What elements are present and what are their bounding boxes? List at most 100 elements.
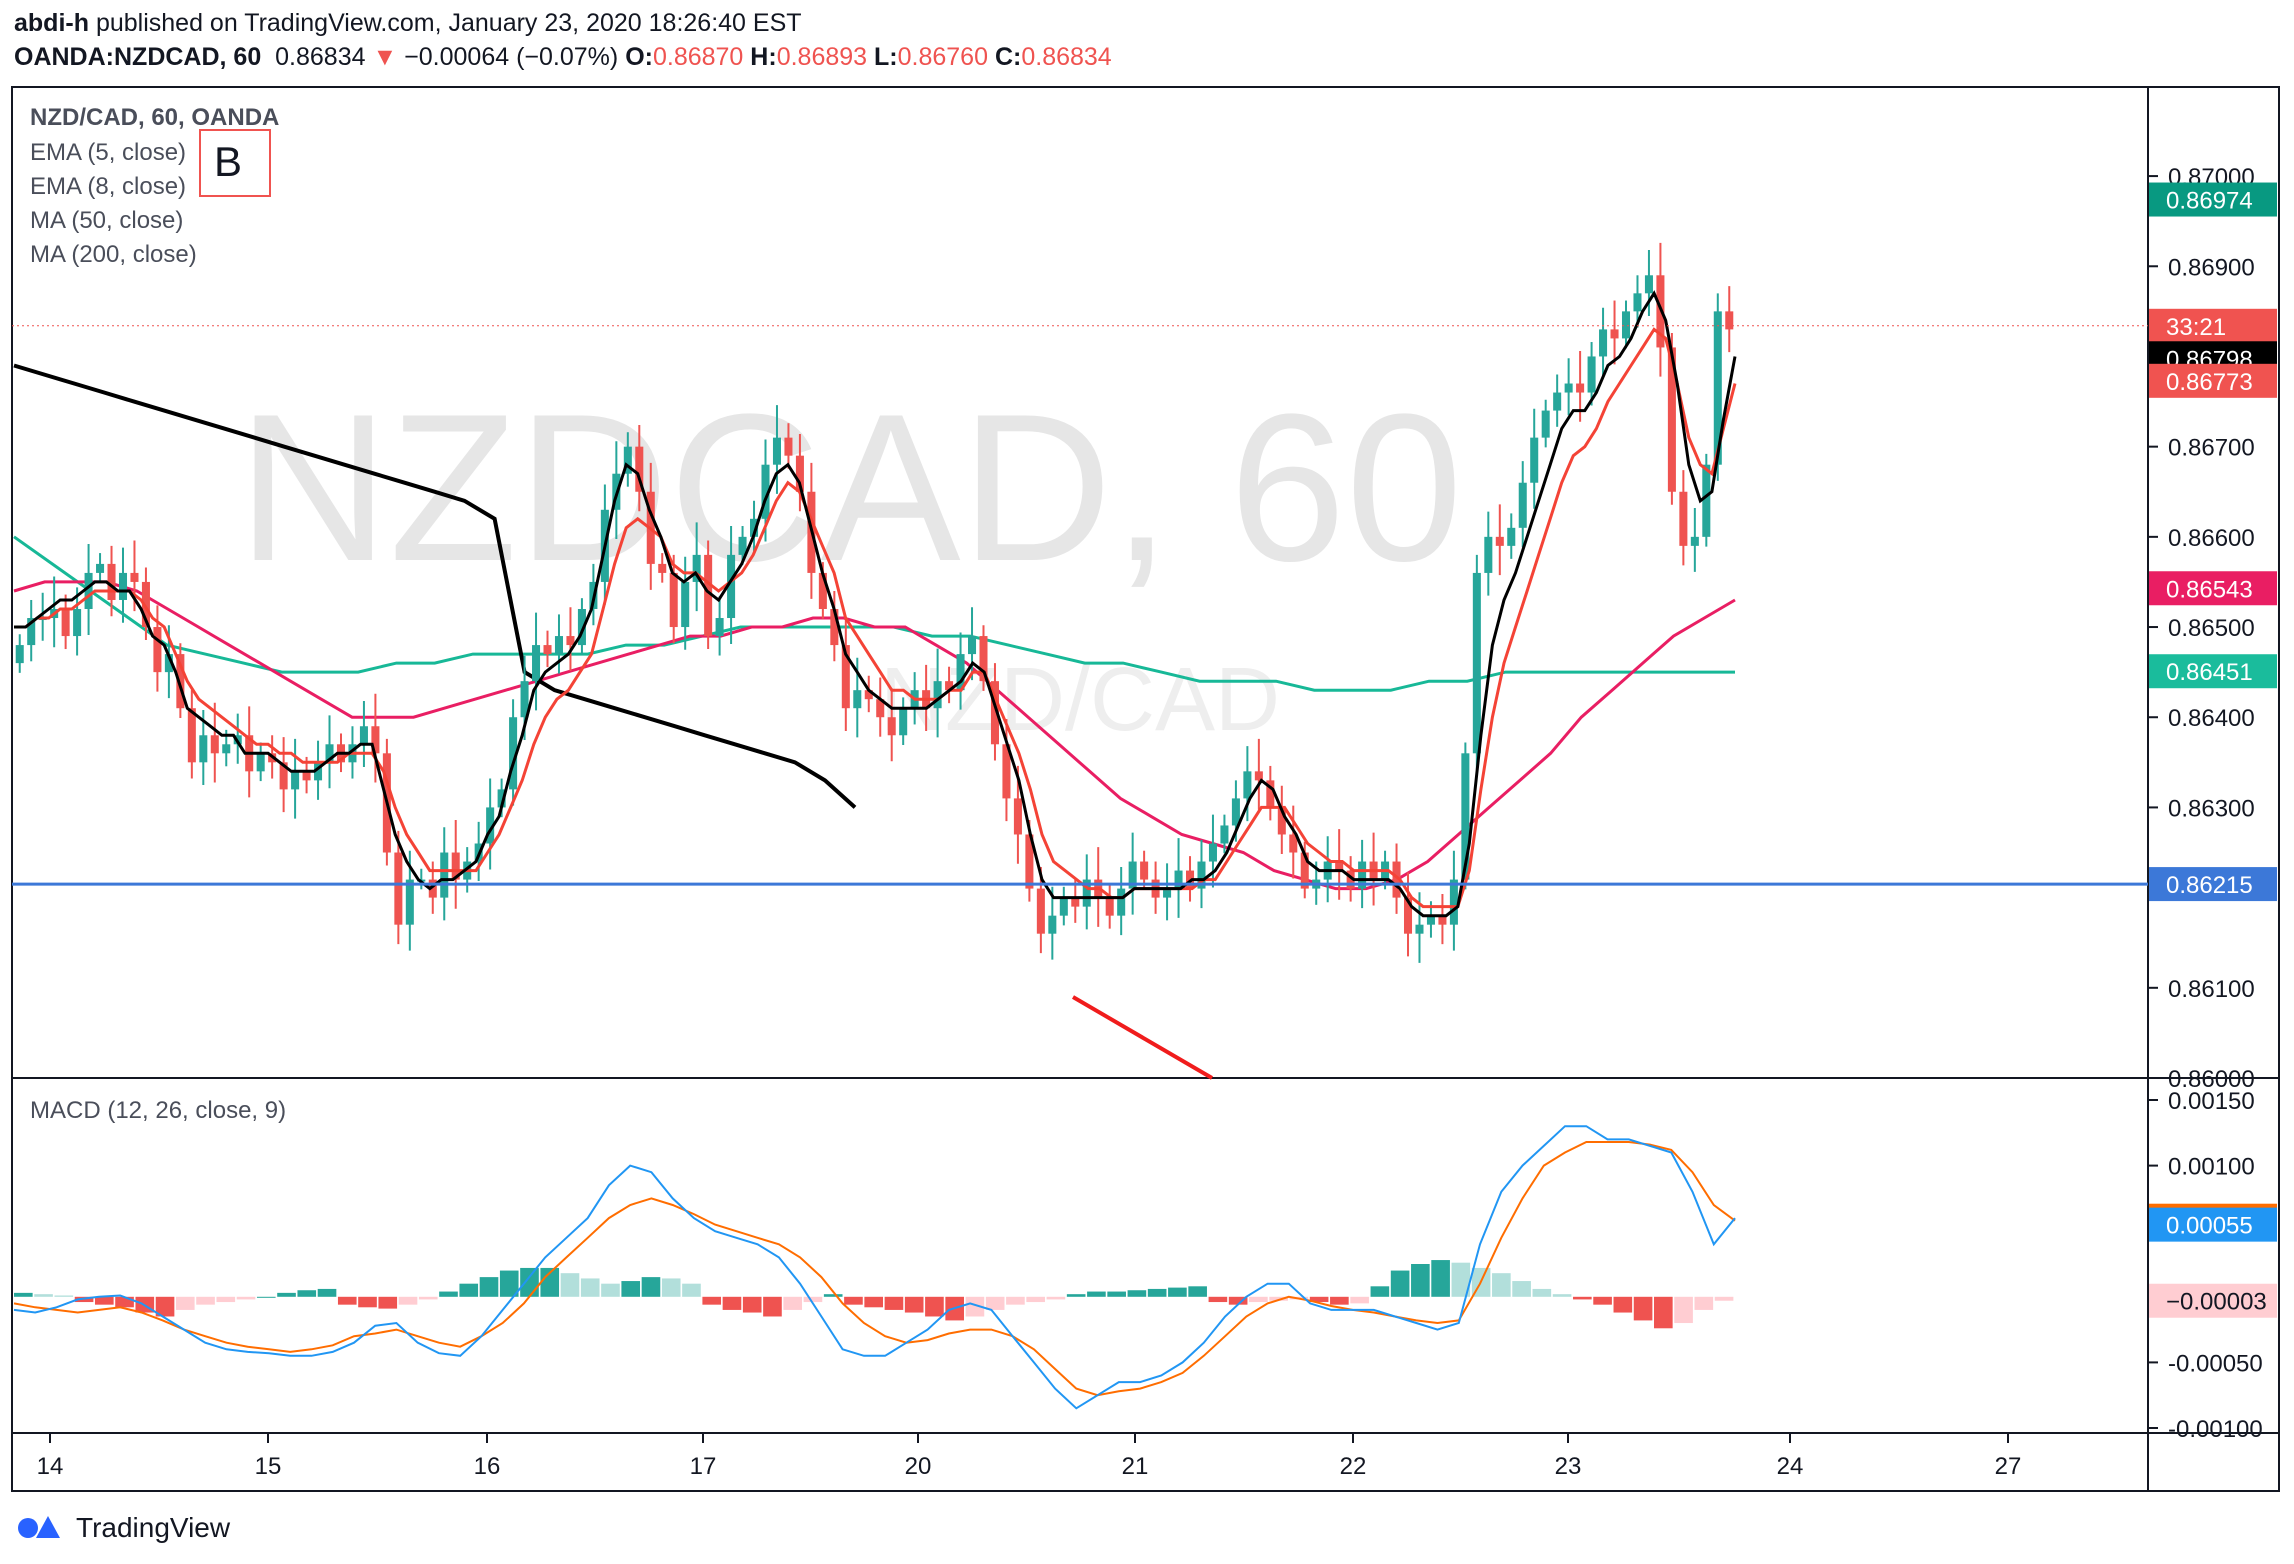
time-tick-label: 24 [1777,1453,1804,1480]
high-value: 0.86893 [776,43,868,71]
macd-histogram-bar [1066,1294,1086,1297]
candle-body [1667,347,1676,492]
macd-histogram-bar [1633,1296,1653,1321]
candle-body [1530,437,1539,483]
macd-histogram-bar [985,1296,1005,1310]
macd-histogram-bar [1593,1296,1612,1305]
legend-macd[interactable]: MACD (12, 26, close, 9) [30,1097,287,1124]
candle-body [440,852,449,898]
candle-body [658,563,667,573]
macd-histogram-bar [1107,1291,1126,1297]
legend-ema5[interactable]: EMA (5, close) [30,139,187,166]
candle-body [1621,311,1631,339]
candle-body [96,563,105,573]
candle-body [623,446,632,474]
candle-body [394,852,403,925]
candle-body [325,744,334,763]
macd-histogram-bar [1026,1296,1045,1303]
macd-histogram-bar [904,1296,924,1313]
macd-histogram-bar [520,1267,539,1297]
macd-histogram-bar [864,1296,884,1308]
time-tick-label: 27 [1995,1453,2022,1480]
candle-body [1690,536,1699,546]
candle-body [15,645,24,664]
candle-body [1679,491,1688,546]
legend-ma50[interactable]: MA (50, close) [30,207,184,234]
candle-body [199,735,208,763]
candle-body [933,681,942,709]
time-tick-label: 23 [1555,1453,1582,1480]
legend-title[interactable]: NZD/CAD, 60, OANDA [30,104,280,131]
candle-body [1587,356,1596,393]
drawn-trend-line[interactable] [1071,995,1214,1080]
macd-histogram-bar [783,1296,803,1310]
macd-histogram-bar [844,1296,863,1305]
candle-body [1140,861,1149,880]
macd-histogram-bar [418,1296,438,1300]
price-label-box [2149,308,2277,343]
macd-histogram-bar [1188,1286,1207,1297]
symbol-line: OANDA:NZDCAD, 60 0.86834 ▼ −0.00064 (−0.… [14,40,1112,74]
macd-histogram-bar [94,1296,114,1305]
macd-label-text: −0.00003 [2166,1289,2267,1316]
price-tick-label: 0.86000 [2168,1066,2255,1093]
macd-histogram-bar [1228,1296,1248,1305]
footer-brand[interactable]: TradingView [76,1512,231,1543]
candle-body [509,717,518,790]
candle-body [1036,888,1045,934]
time-tick-label: 22 [1340,1453,1367,1480]
price-labels: 0.8697433:210.867980.867730.865430.86451… [2149,182,2277,1318]
price-label-box [2149,654,2277,689]
legend-ema8[interactable]: EMA (8, close) [30,173,187,200]
author-name[interactable]: abdi-h [14,9,89,37]
macd-histogram-bar [682,1283,701,1297]
time-axis[interactable]: 14 15 16 17 20 21 22 23 24 27 [37,1433,2022,1480]
price-tick-label: 0.86500 [2168,615,2255,642]
candle-body [107,563,116,600]
macd-histogram-bar [560,1273,580,1297]
price-axis[interactable]: 0.870000.869000.867000.866000.865000.864… [2148,164,2263,1443]
macd-histogram-bar [601,1283,620,1297]
candle-body [1426,915,1435,925]
candle-body [153,627,162,673]
candle-body [1277,807,1286,835]
tradingview-logo-icon [18,1516,60,1538]
macd-histogram-bar [1006,1296,1025,1305]
last-price: 0.86834 [275,43,366,71]
ma50-line [13,580,1736,891]
price-label-text: 0.86974 [2166,188,2253,215]
publish-line: abdi-h published on TradingView.com, Jan… [14,6,1112,40]
candle-body [497,789,506,808]
candle-body [669,572,678,628]
macd-label-box [2149,1207,2277,1242]
macd-line [13,1125,1736,1410]
ema5-line [14,290,1737,918]
macd-histogram-bar [256,1296,276,1298]
chart-frame [11,86,2280,1492]
macd-histogram-bar [297,1290,317,1297]
macd-histogram-bar [175,1296,195,1310]
candle-body [1082,879,1091,907]
macd-histogram-bar [378,1296,398,1309]
candle-body [738,536,747,555]
ma200-black-line [13,363,857,809]
macd-histogram-bar [459,1283,479,1297]
price-tick-label: 0.86300 [2168,795,2255,822]
candle-body [681,581,690,628]
price-tick-label: 0.86600 [2168,525,2255,552]
watermark-big: NZDCAD, 60 [237,370,1462,605]
candle-body [405,879,414,925]
candle-body [451,852,460,880]
macd-histogram-bar [884,1296,904,1310]
candle-body [1300,852,1309,889]
candle-body [73,609,82,637]
macd-histogram-bar [1532,1288,1552,1297]
publish-info: published on TradingView.com, January 23… [95,9,802,37]
candle-body [715,618,724,637]
candle-body [818,572,827,609]
legend-ma200[interactable]: MA (200, close) [30,241,197,268]
candle-body [1518,482,1527,528]
candle-body [520,681,529,718]
legend-b-box[interactable] [199,129,271,197]
